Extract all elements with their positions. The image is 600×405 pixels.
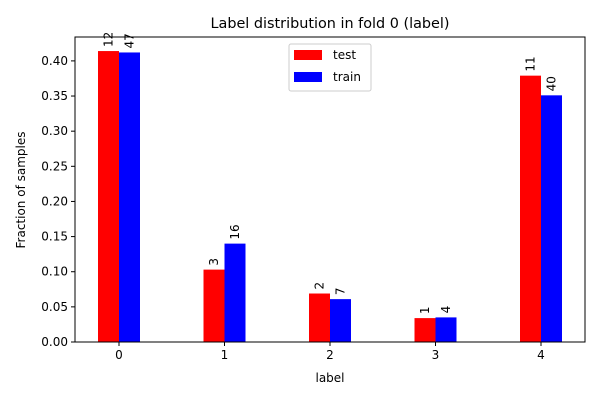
legend: test train (288, 43, 372, 92)
bar-train-2 (330, 299, 351, 342)
legend-label-train: train (333, 70, 361, 84)
y-tick-label: 0.10 (41, 265, 68, 279)
plot-frame (74, 36, 586, 343)
bar-test-2 (309, 293, 330, 342)
data-label-test-4: 11 (524, 56, 538, 71)
x-tick-label: 3 (432, 348, 440, 362)
y-tick-label: 0.15 (41, 230, 68, 244)
legend-label-test: test (333, 48, 356, 62)
y-tick-label: 0.20 (41, 194, 68, 208)
bar-train-3 (435, 317, 457, 342)
bar-train-1 (224, 243, 246, 342)
y-tick-label: 0.00 (41, 335, 68, 349)
y-tick-label: 0.40 (41, 54, 68, 68)
bar-train-0 (119, 52, 140, 343)
x-tick-label: 1 (221, 348, 229, 362)
legend-swatch-test (294, 50, 322, 60)
x-axis-label: label (315, 371, 344, 385)
y-axis-label: Fraction of samples (14, 132, 28, 249)
x-tick-label: 4 (537, 348, 545, 362)
y-tick-label: 0.35 (41, 89, 68, 103)
y-tick-label: 0.25 (41, 159, 68, 173)
data-label-test-2: 2 (313, 282, 327, 290)
data-label-train-0: 47 (123, 33, 137, 48)
bar-train-4 (541, 95, 562, 342)
data-label-train-1: 16 (228, 224, 242, 239)
data-label-test-3: 1 (418, 306, 432, 314)
bar-test-3 (414, 318, 436, 342)
bar-test-1 (203, 269, 225, 342)
y-tick-label: 0.30 (41, 124, 68, 138)
data-label-train-2: 7 (334, 287, 348, 295)
bar-test-4 (520, 75, 541, 343)
data-label-train-3: 4 (439, 306, 453, 314)
legend-swatch-train (294, 72, 322, 82)
x-tick-label: 0 (115, 348, 123, 362)
y-tick-label: 0.05 (41, 300, 68, 314)
data-label-test-0: 12 (102, 32, 116, 47)
data-label-test-1: 3 (207, 258, 221, 266)
x-tick-label: 2 (326, 348, 334, 362)
chart-title: Label distribution in fold 0 (label) (210, 16, 449, 32)
data-label-train-4: 40 (545, 76, 559, 91)
bar-test-0 (98, 51, 119, 342)
